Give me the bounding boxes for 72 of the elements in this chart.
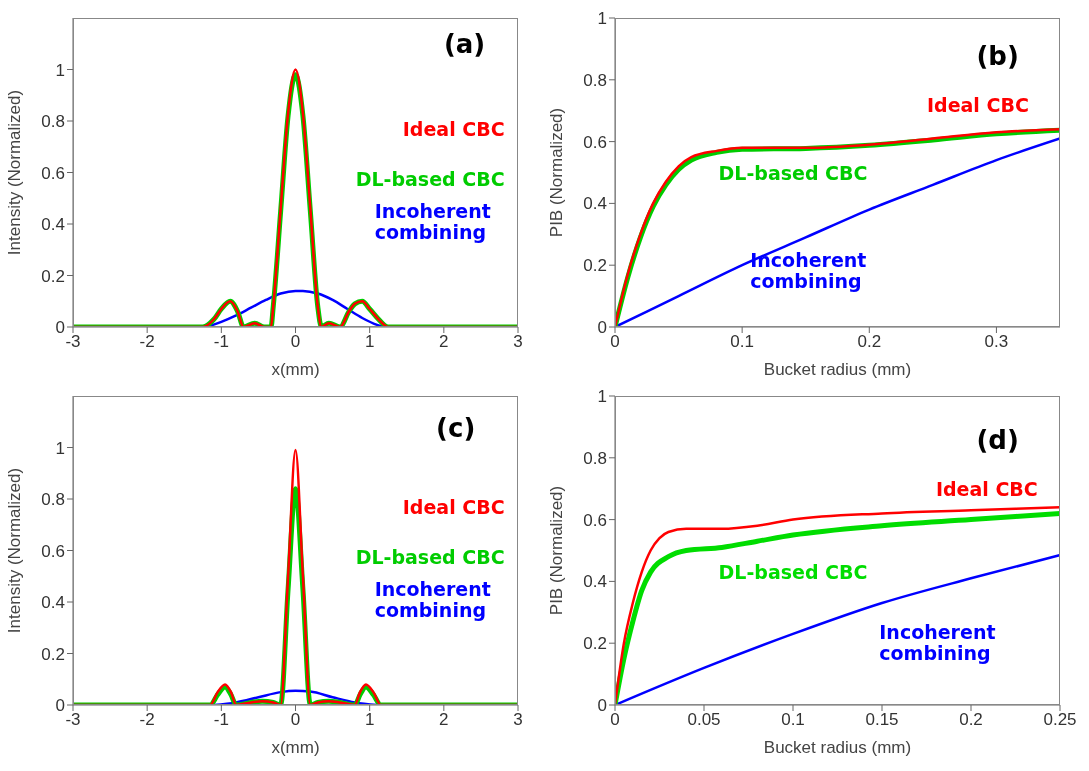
text: Ideal CBC — [402, 495, 505, 518]
y-axis-title: Intensity (Normalized) — [5, 467, 25, 634]
chart-title: (a) — [442, 28, 487, 59]
y-tick-label: 0.8 — [41, 112, 65, 132]
y-tick-label: 0 — [55, 318, 65, 338]
text: Ideal CBC — [402, 117, 505, 140]
x-tick-label: 0 — [290, 332, 301, 352]
y-tick-label: 0.2 — [41, 266, 65, 286]
text: DL-based CBC — [355, 545, 505, 568]
y-tick-label: 0 — [597, 318, 607, 338]
x-tick-label: 0.2 — [959, 710, 983, 730]
x-tick-label: 3 — [513, 710, 523, 730]
x-tick-label: -3 — [65, 710, 81, 730]
x-tick-label: -2 — [139, 710, 155, 730]
y-tick-label: 1 — [597, 9, 607, 29]
text: Incoherent combining — [374, 200, 492, 243]
y-tick-label: 0.6 — [41, 541, 65, 561]
y-tick-label: 0.6 — [583, 510, 607, 530]
x-tick-label: 2 — [439, 332, 449, 352]
y-tick-label: 0.6 — [583, 132, 607, 152]
y-tick-label: 0 — [55, 696, 65, 716]
x-tick-label: 0.1 — [781, 710, 805, 730]
y-tick-label: 0.2 — [583, 256, 607, 276]
x-tick-label: 0.05 — [687, 710, 721, 730]
y-tick-label: 0.8 — [41, 490, 65, 510]
y-tick-label: 0 — [597, 696, 607, 716]
y-tick-label: 1 — [597, 387, 607, 407]
x-tick-label: 0.25 — [1043, 710, 1077, 730]
y-tick-label: 0.4 — [583, 572, 607, 592]
series-label: Incoherent combining — [879, 621, 997, 665]
text: (d) — [975, 425, 1020, 456]
x-tick-label: -1 — [213, 710, 229, 730]
series-label: Ideal CBC — [926, 93, 1029, 116]
x-tick-label: 0 — [290, 710, 301, 730]
series-label: Incoherent combining — [750, 249, 868, 293]
x-tick-label: 0 — [610, 710, 620, 730]
y-tick-label: 0.6 — [41, 163, 65, 183]
x-tick-label: 0.3 — [984, 332, 1009, 352]
y-tick-label: 0.8 — [583, 70, 607, 90]
x-tick-label: 1 — [364, 332, 375, 352]
y-tick-label: 0.4 — [41, 593, 65, 613]
y-tick-label: 0.4 — [41, 215, 65, 235]
x-tick-label: -1 — [213, 332, 229, 352]
x-tick-label: 0.1 — [730, 332, 754, 352]
x-axis-title: x(mm) — [271, 738, 320, 757]
y-axis-title: PIB (Normalized) — [547, 485, 567, 616]
y-tick-label: 0.4 — [583, 194, 607, 214]
x-axis-title: Bucket radius (mm) — [763, 738, 912, 757]
series-label: Ideal CBC — [935, 477, 1038, 500]
text: (b) — [975, 41, 1020, 72]
y-tick-label: 0.2 — [583, 634, 607, 654]
series-label: DL-based CBC — [718, 560, 868, 583]
x-tick-label: 3 — [513, 332, 523, 352]
x-tick-label: 1 — [364, 710, 375, 730]
x-tick-label: -3 — [65, 332, 81, 352]
y-tick-label: 1 — [55, 438, 65, 458]
text: Incoherent combining — [374, 578, 492, 621]
x-tick-label: 0 — [610, 332, 620, 352]
x-axis-title: Bucket radius (mm) — [763, 360, 912, 379]
y-tick-label: 1 — [55, 60, 65, 80]
x-axis-title: x(mm) — [271, 360, 320, 379]
y-axis-title: Intensity (Normalized) — [5, 89, 25, 256]
x-tick-label: 2 — [439, 710, 449, 730]
y-tick-label: 0.2 — [41, 644, 65, 664]
y-tick-label: 0.8 — [583, 448, 607, 468]
y-axis-title: PIB (Normalized) — [547, 107, 567, 238]
x-tick-label: -2 — [139, 332, 155, 352]
series-label: DL-based CBC — [718, 161, 868, 184]
x-tick-label: 0.2 — [857, 332, 882, 352]
text: (c) — [435, 413, 477, 444]
x-tick-label: 0.15 — [865, 710, 899, 730]
text: DL-based CBC — [355, 167, 505, 190]
